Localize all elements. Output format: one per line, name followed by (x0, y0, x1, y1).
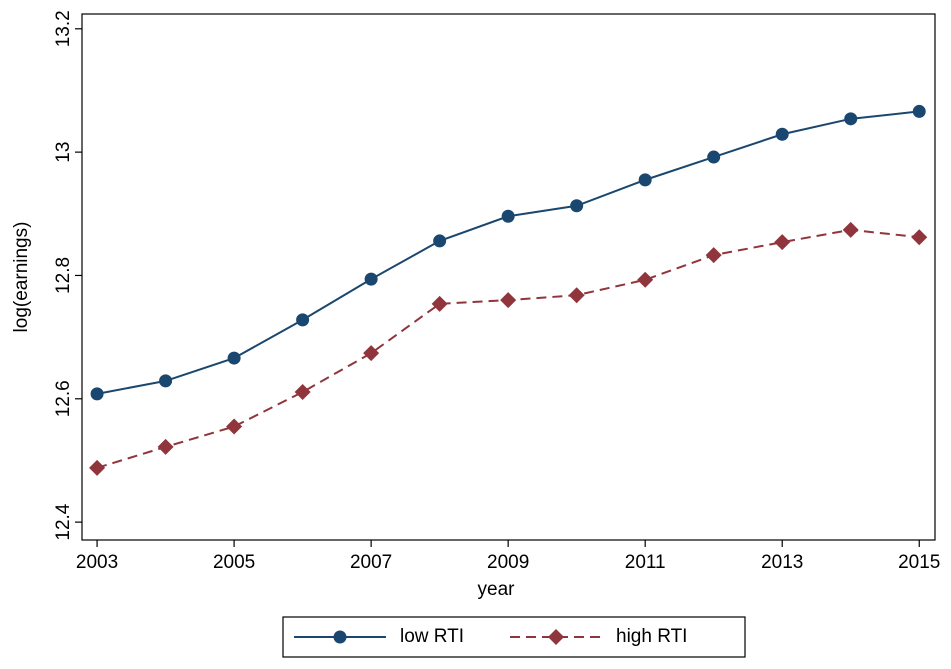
data-point (637, 271, 654, 288)
x-tick-label: 2005 (213, 552, 255, 573)
data-point (227, 351, 241, 365)
y-axis-title: log(earnings) (11, 222, 32, 333)
x-tick-label: 2013 (761, 552, 803, 573)
data-point (431, 295, 448, 312)
data-point (89, 459, 106, 476)
legend-label: low RTI (400, 626, 464, 647)
y-tick-label: 13.2 (53, 10, 74, 47)
data-point (775, 127, 789, 141)
data-point (90, 387, 104, 401)
data-point (912, 104, 926, 118)
x-tick-label: 2009 (487, 552, 529, 573)
x-tick-label: 2011 (625, 552, 666, 573)
data-point (844, 112, 858, 126)
x-tick-label: 2007 (350, 552, 392, 573)
legend-label: high RTI (616, 626, 687, 647)
data-point (364, 272, 378, 286)
data-point (705, 247, 722, 264)
data-point (159, 374, 173, 388)
data-point (226, 418, 243, 435)
x-axis-title: year (478, 579, 516, 600)
data-point (842, 221, 859, 238)
y-tick-label: 12.8 (53, 257, 74, 294)
data-point (296, 313, 310, 327)
data-point (157, 438, 174, 455)
data-point (911, 229, 928, 246)
data-point (433, 234, 447, 248)
y-tick-label: 13 (53, 142, 74, 163)
data-point (638, 173, 652, 187)
legend-marker (548, 629, 564, 645)
x-tick-label: 2003 (76, 552, 118, 573)
data-point (501, 209, 515, 223)
data-point (500, 292, 517, 309)
data-point (294, 384, 311, 401)
x-tick-label: 2015 (898, 552, 940, 573)
data-point (568, 287, 585, 304)
data-point (363, 345, 380, 362)
y-tick-label: 12.6 (53, 380, 74, 417)
data-point (570, 199, 584, 213)
data-point (774, 234, 791, 251)
legend-marker (333, 630, 347, 644)
y-tick-label: 12.4 (53, 503, 74, 540)
data-point (707, 150, 721, 164)
